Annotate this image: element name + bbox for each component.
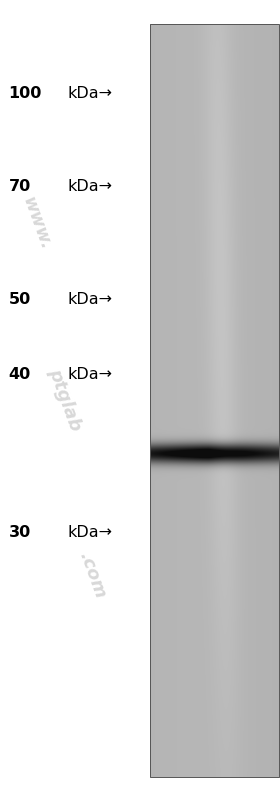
Text: kDa→: kDa→ [67, 292, 112, 307]
Text: 50: 50 [8, 292, 31, 307]
Text: ptglab: ptglab [45, 366, 84, 433]
Text: 30: 30 [8, 525, 31, 540]
Text: kDa→: kDa→ [67, 179, 112, 194]
Text: .com: .com [76, 550, 109, 601]
Text: 40: 40 [8, 367, 31, 382]
Text: www.: www. [18, 194, 54, 253]
Text: kDa→: kDa→ [67, 367, 112, 382]
Bar [150, 24, 279, 777]
Text: 70: 70 [8, 179, 31, 194]
Text: 100: 100 [8, 86, 42, 101]
Text: kDa→: kDa→ [67, 525, 112, 540]
Text: kDa→: kDa→ [67, 86, 112, 101]
